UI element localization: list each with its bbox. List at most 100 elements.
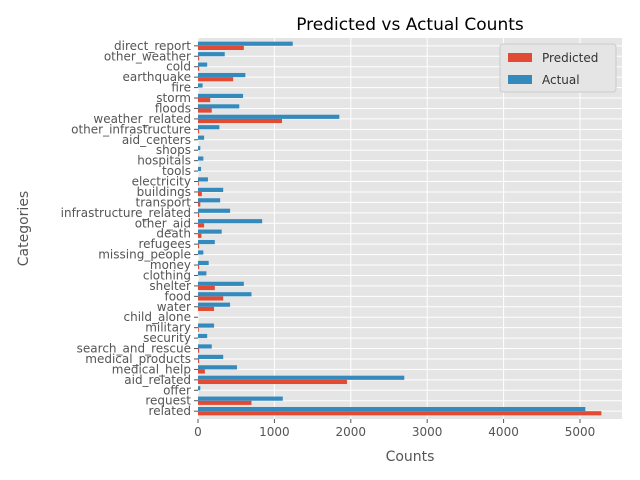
legend-swatch-predicted [508,53,532,62]
legend-label-predicted: Predicted [542,51,598,65]
bar-predicted-search_and_rescue [198,348,200,353]
y-tick-label-cold: cold [166,60,191,74]
bar-predicted-other_weather [198,56,200,61]
bar-actual-buildings [198,187,224,192]
bar-actual-money [198,260,209,266]
y-tick-label-offer: offer [163,383,191,397]
legend-label-actual: Actual [542,73,580,87]
x-axis-title: Counts [386,449,435,465]
bar-actual-request [198,396,283,401]
bar-predicted-request [198,400,252,405]
bar-predicted-military [198,327,199,332]
x-tick-label: 0 [194,425,202,439]
bar-actual-medical_help [198,365,237,370]
y-tick-label-floods: floods [155,101,191,115]
y-tick-label-aid_centers: aid_centers [122,133,191,147]
y-tick-label-medical_help: medical_help [112,362,191,376]
bar-actual-shelter [198,281,244,286]
bar-predicted-weather_related [198,118,283,124]
bar-actual-offer [198,386,201,391]
bar-predicted-medical_products [198,358,200,364]
y-tick-label-security: security [143,331,191,345]
y-tick-label-shops: shops [156,143,191,157]
y-tick-label-buildings: buildings [137,185,191,199]
y-tick-label-aid_related: aid_related [124,373,191,387]
y-tick-label-electricity: electricity [132,175,191,189]
y-tick-label-shelter: shelter [149,279,191,293]
y-tick-label-food: food [164,289,191,303]
y-tick-label-refugees: refugees [138,237,191,251]
bar-actual-hospitals [198,156,204,161]
bar-actual-other_aid [198,219,263,224]
bar-predicted-other_infrastructure [198,129,200,134]
bar-actual-electricity [198,177,208,182]
bar-predicted-buildings [198,191,202,197]
y-tick-label-direct_report: direct_report [114,39,191,53]
x-axis-ticks: 0 1000 2000 3000 4000 5000 [194,419,595,439]
bar-actual-weather_related [198,114,340,119]
bar-actual-death [198,229,222,234]
y-tick-label-other_infrastructure: other_infrastructure [71,122,191,136]
y-tick-label-missing_people: missing_people [98,248,191,262]
y-tick-label-related: related [149,404,191,418]
bar-actual-fire [198,83,203,88]
x-tick-label: 4000 [488,425,519,439]
bar-predicted-other_aid [198,223,205,228]
bar-predicted-direct_report [198,45,244,51]
bar-actual-floods [198,104,240,109]
x-tick-label: 1000 [259,425,290,439]
bar-actual-earthquake [198,72,246,78]
bar-predicted-cold [198,66,200,71]
bar-actual-military [198,323,215,328]
bar-actual-tools [198,166,202,172]
x-tick-label: 3000 [412,425,443,439]
bar-actual-refugees [198,239,215,245]
bar-predicted-aid_related [198,379,347,385]
bar-predicted-refugees [198,244,200,249]
y-tick-label-tools: tools [162,164,191,178]
bar-predicted-floods [198,108,212,113]
bar-predicted-transport [198,202,201,207]
y-tick-label-weather_related: weather_related [93,112,191,126]
x-tick-label: 2000 [336,425,367,439]
bar-actual-medical_products [198,354,224,359]
bar-actual-shops [198,146,201,151]
bar-predicted-water [198,306,215,311]
bar-actual-search_and_rescue [198,344,212,349]
bar-predicted-infrastructure_related [198,212,200,218]
bar-actual-clothing [198,271,207,276]
bar-predicted-storm [198,98,211,103]
chart-title: Predicted vs Actual Counts [296,15,524,35]
bar-predicted-earthquake [198,77,234,82]
grid-lines [197,38,622,419]
bar-predicted-related [198,411,602,416]
bar-predicted-electricity [198,181,199,186]
bar-predicted-shelter [198,285,215,291]
bar-actual-other_weather [198,52,225,57]
y-tick-label-hospitals: hospitals [137,154,191,168]
bar-predicted-money [198,265,200,270]
bars [198,41,602,416]
y-tick-label-infrastructure_related: infrastructure_related [61,206,191,220]
bar-predicted-food [198,296,224,301]
y-axis-ticks: relatedrequestofferaid_relatedmedical_he… [61,39,198,418]
y-tick-label-other_weather: other_weather [104,49,191,63]
bar-actual-direct_report [198,41,293,46]
bar-actual-transport [198,198,221,203]
y-tick-label-other_aid: other_aid [135,216,191,230]
bar-actual-other_infrastructure [198,125,220,130]
y-tick-label-fire: fire [171,81,191,95]
bar-actual-aid_centers [198,135,205,140]
x-tick-label: 5000 [565,425,596,439]
y-tick-label-child_alone: child_alone [123,310,191,324]
y-axis-title: Categories [16,191,32,266]
y-tick-label-clothing: clothing [143,268,191,282]
y-tick-label-search_and_rescue: search_and_rescue [77,342,191,356]
bar-actual-aid_related [198,375,405,380]
y-tick-label-earthquake: earthquake [123,70,191,84]
bar-actual-related [198,406,586,412]
y-tick-label-storm: storm [156,91,191,105]
bar-predicted-death [198,233,202,238]
bar-actual-infrastructure_related [198,208,231,213]
